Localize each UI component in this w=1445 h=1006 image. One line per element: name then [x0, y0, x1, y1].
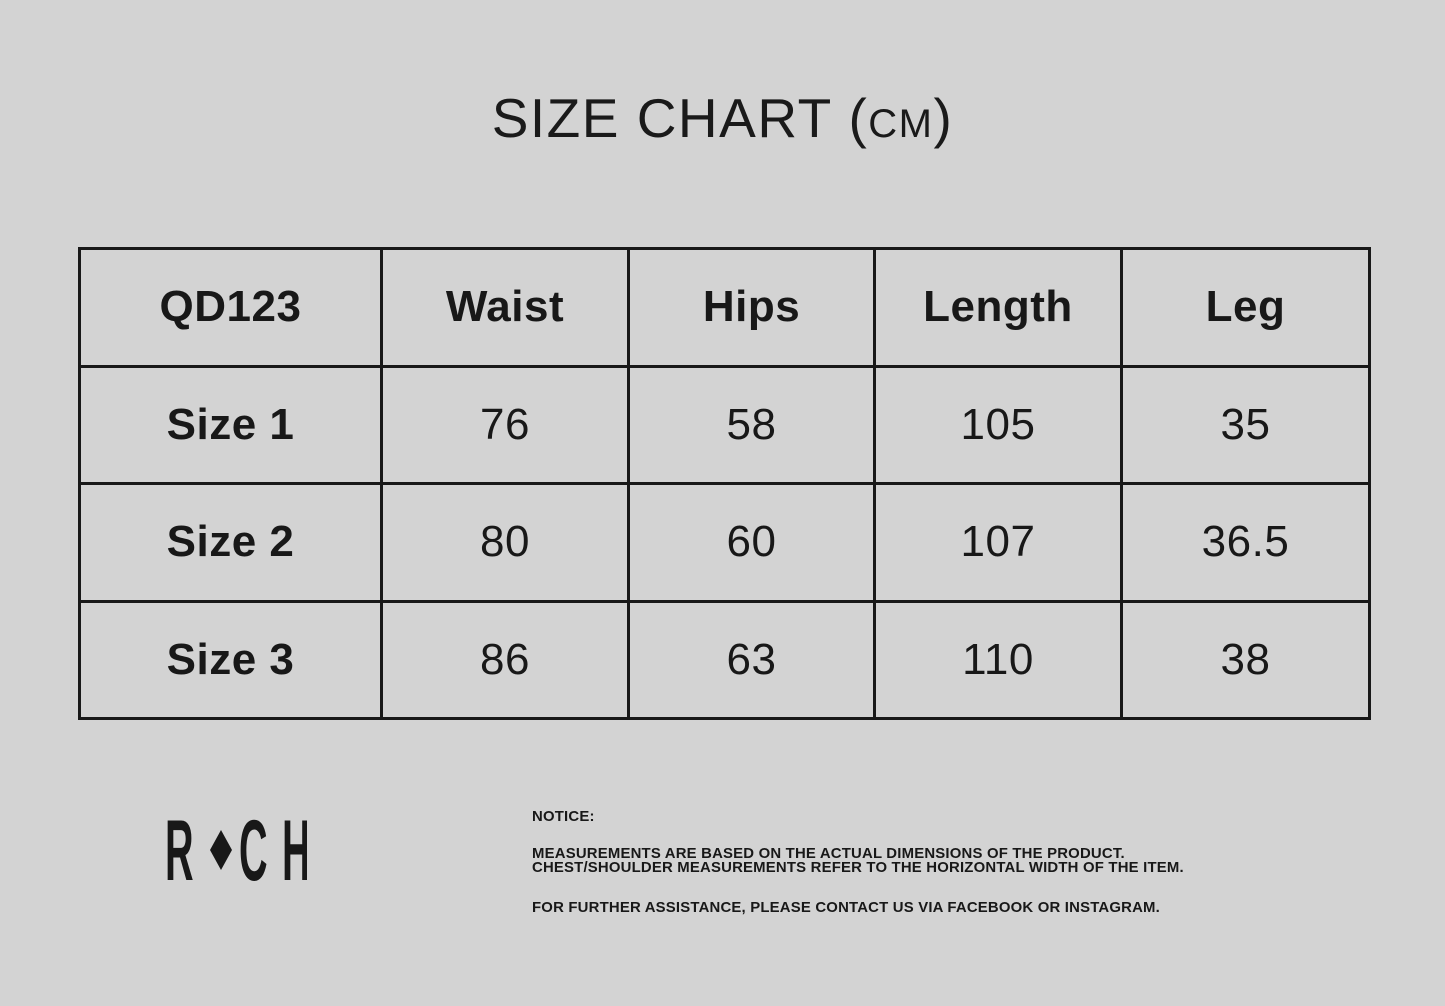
svg-text:C: C [239, 819, 268, 881]
svg-text:H: H [282, 819, 307, 881]
svg-text:R: R [165, 819, 194, 881]
